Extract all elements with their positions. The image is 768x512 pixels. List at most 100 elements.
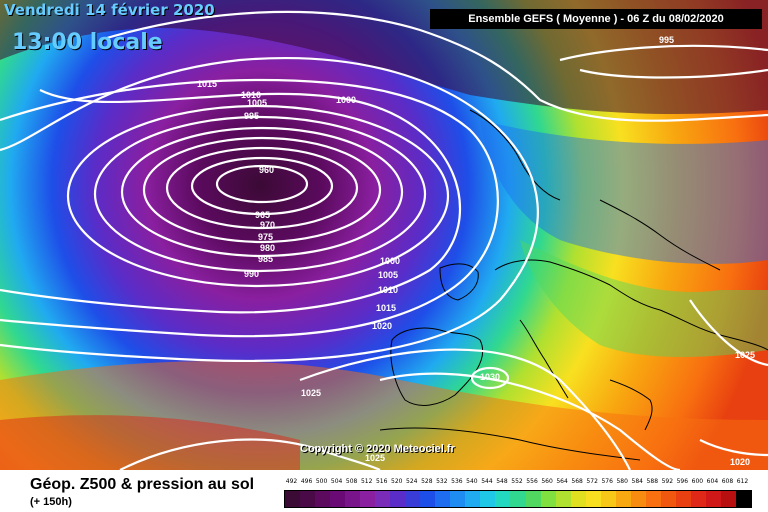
legend-label: 504 [330,478,343,485]
legend-swatch [525,491,541,507]
isobar-label: 1025 [365,453,385,463]
legend-label: 600 [691,478,704,485]
legend-swatch [555,491,571,507]
z500-east-trough [480,120,768,264]
legend-swatch [570,491,586,507]
forecast-lead-time: (+ 150h) [30,496,72,508]
legend-label: 568 [571,478,583,485]
legend-label: 608 [721,478,734,485]
british-isles-coast [439,263,479,301]
legend-swatch [390,491,406,507]
legend-label: 524 [406,478,418,485]
legend-label: 592 [661,478,674,485]
legend-label: 508 [345,478,358,485]
italy-coast [519,319,569,399]
legend-swatch [450,491,466,507]
legend-swatch [585,491,601,507]
isobar-label: 1005 [247,98,267,108]
legend-label: 532 [436,478,448,485]
isobar-label: 980 [260,243,275,253]
legend-swatch [615,491,631,507]
isobar-label: 960 [259,165,274,175]
legend-label: 500 [315,478,328,485]
legend-swatch [645,491,661,507]
legend-label: 560 [541,478,553,485]
legend-label: 588 [646,478,659,485]
isobar-label: 1025 [735,350,755,360]
coastlines [379,109,768,461]
legend-label: 548 [496,478,508,485]
legend-label: 516 [375,478,388,485]
legend-label: 528 [421,478,433,485]
legend-swatch [630,491,646,507]
copyright-text: Copyright © 2020 Meteociel.fr [300,443,455,455]
legend-label: 552 [511,478,523,485]
legend-swatch [375,491,391,507]
isobar-label: 970 [260,220,275,230]
legend-label: 584 [631,478,643,485]
isobar-label: 975 [258,232,273,242]
isobar-label: 1015 [197,79,217,89]
isobar-960 [215,164,309,204]
isobar-label: 1030 [480,372,500,382]
legend-swatch [300,491,316,507]
legend-label: 580 [616,478,628,485]
isobar-label: 1020 [730,457,750,467]
forecast-date: Vendredi 14 février 2020 [4,1,215,19]
legend-label: 576 [601,478,613,485]
color-legend [284,490,752,508]
isobar-label: 965 [255,210,270,220]
footer: Géop. Z500 & pression au sol (+ 150h) 49… [0,470,768,512]
geopotential-map: 1015 1010 1005 1000 995 960 965 970 975 … [0,0,768,470]
isobar-label: 1000 [380,256,400,266]
legend-label: 492 [285,478,298,485]
legend-swatch [435,491,451,507]
legend-swatch [480,491,496,507]
north-africa-coast [379,427,641,461]
isobar-label: 990 [244,269,259,279]
isobars [0,10,768,470]
footer-title: Géop. Z500 & pression au sol [30,476,255,493]
legend-label: 556 [526,478,538,485]
isobar-label: 995 [659,35,674,45]
legend-swatch [495,491,511,507]
legend-swatch [345,491,361,507]
balkans-coast [609,379,653,431]
isobar-label: 1020 [372,321,392,331]
legend-label: 544 [481,478,493,485]
legend-swatch [510,491,526,507]
isobar-labels: 1015 1010 1005 1000 995 960 965 970 975 … [197,35,755,467]
z500-central-ridge [520,240,768,357]
baltic-coast [599,199,721,271]
legend-swatch [420,491,436,507]
isobar-label: 1015 [376,303,396,313]
isobar-1030 [470,366,510,390]
legend-swatch [600,491,616,507]
isobar-label: 1025 [301,388,321,398]
legend-label: 564 [556,478,568,485]
continent-coast [494,259,768,351]
legend-swatch [285,491,301,507]
legend-label: 540 [466,478,478,485]
legend-labels: 492 496 500 504 508 512 516 520 524 528 532 536 540 5… [280,478,754,488]
model-run-header: Ensemble GEFS ( Moyenne ) - 06 Z du 08/0… [430,9,762,29]
legend-label: 604 [706,478,719,485]
z500-south-red [0,415,300,470]
legend-swatch [540,491,556,507]
legend-label: 520 [391,478,403,485]
isobar-label: 1005 [378,270,398,280]
isobar-label: 995 [244,111,259,121]
legend-swatch [360,491,376,507]
legend-swatch [735,491,751,507]
legend-label: 536 [451,478,463,485]
legend-swatch [705,491,721,507]
legend-label: 572 [586,478,598,485]
legend-swatch [660,491,676,507]
legend-swatch [465,491,481,507]
isobar-label: 1010 [378,285,398,295]
legend-swatch [675,491,691,507]
legend-swatch [690,491,706,507]
legend-label: 596 [676,478,689,485]
legend-swatch [330,491,346,507]
